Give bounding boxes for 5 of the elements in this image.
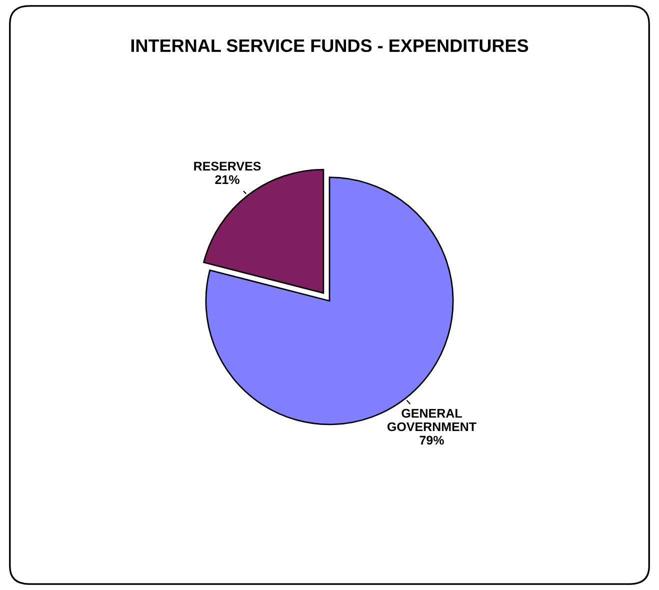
data-label: 21%	[215, 175, 240, 184]
chart-title: INTERNAL SERVICE FUNDS - EXPENDITURES	[131, 39, 528, 52]
slice-label: RESERVES	[194, 162, 261, 171]
slice-label: GENERAL GOVERNMENT	[387, 408, 476, 432]
data-label: 79%	[420, 436, 444, 445]
